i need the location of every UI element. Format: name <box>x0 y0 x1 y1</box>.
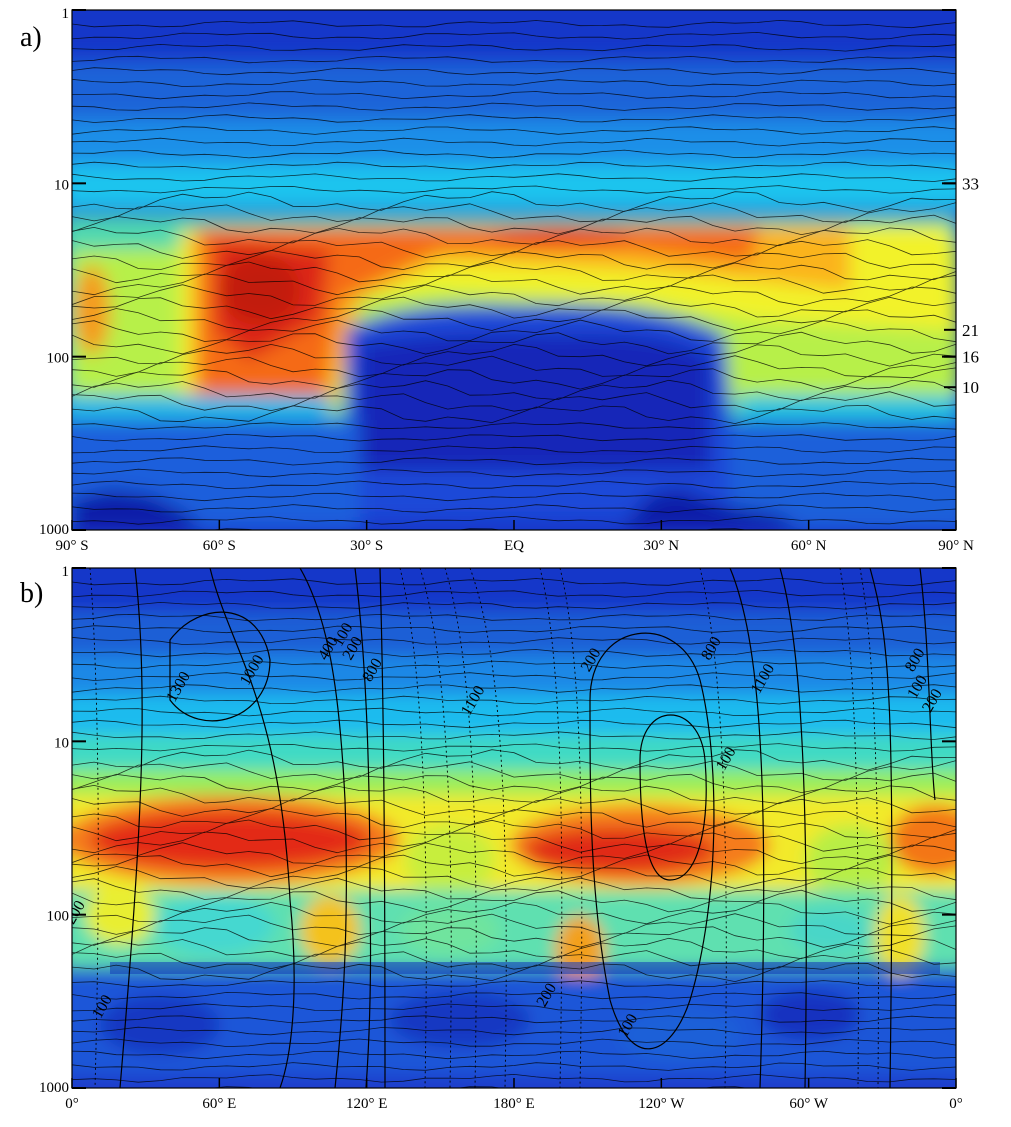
panel-a-label: a) <box>20 22 42 53</box>
panel-b: b) <box>20 564 963 1112</box>
panel-b-x-tick-label: 0° <box>949 1096 963 1112</box>
panel-a-y-tick-label: 1000 <box>39 522 69 538</box>
panel-b-y-tick-label: 100 <box>47 909 70 925</box>
panel-a-y-tick-label: 1 <box>62 6 70 22</box>
panel-a-x-tick-label: 30° N <box>644 538 680 554</box>
panel-a-x-tick-label: 90° S <box>55 538 88 554</box>
panel-b-y-tick-label: 1000 <box>39 1080 69 1096</box>
panel-a-x-tick-label: EQ <box>504 538 524 554</box>
panel-a-x-tick-label: 60° S <box>203 538 236 554</box>
panel-a-y-tick-label: 100 <box>47 351 70 367</box>
panel-a: a) <box>20 6 979 554</box>
panel-a-x-tick-label: 30° S <box>350 538 383 554</box>
panel-b-label: b) <box>20 578 43 609</box>
panel-b-y-tick-label: 1 <box>62 564 70 580</box>
panel-a-x-tick-label: 90° N <box>938 538 974 554</box>
panel-b-x-tick-label: 120° E <box>346 1096 387 1112</box>
panel-a-x-tick-label: 60° N <box>791 538 827 554</box>
panel-a-right-axis-label: 33 <box>962 174 979 193</box>
panel-b-x-tick-label: 60° E <box>202 1096 236 1112</box>
panel-a-right-axis-label: 10 <box>962 378 979 397</box>
panel-a-right-axis-label: 21 <box>962 321 979 340</box>
panel-b-y-tick-label: 10 <box>54 735 69 751</box>
panel-a-right-axis-label: 16 <box>962 348 979 367</box>
panel-a-y-tick-label: 10 <box>54 177 69 193</box>
panel-b-x-tick-label: 180° E <box>493 1096 534 1112</box>
panel-b-x-tick-label: 60° W <box>789 1096 828 1112</box>
panel-b-x-tick-label: 0° <box>65 1096 79 1112</box>
panel-a-field <box>72 10 956 530</box>
panel-b-x-tick-label: 120° W <box>638 1096 685 1112</box>
